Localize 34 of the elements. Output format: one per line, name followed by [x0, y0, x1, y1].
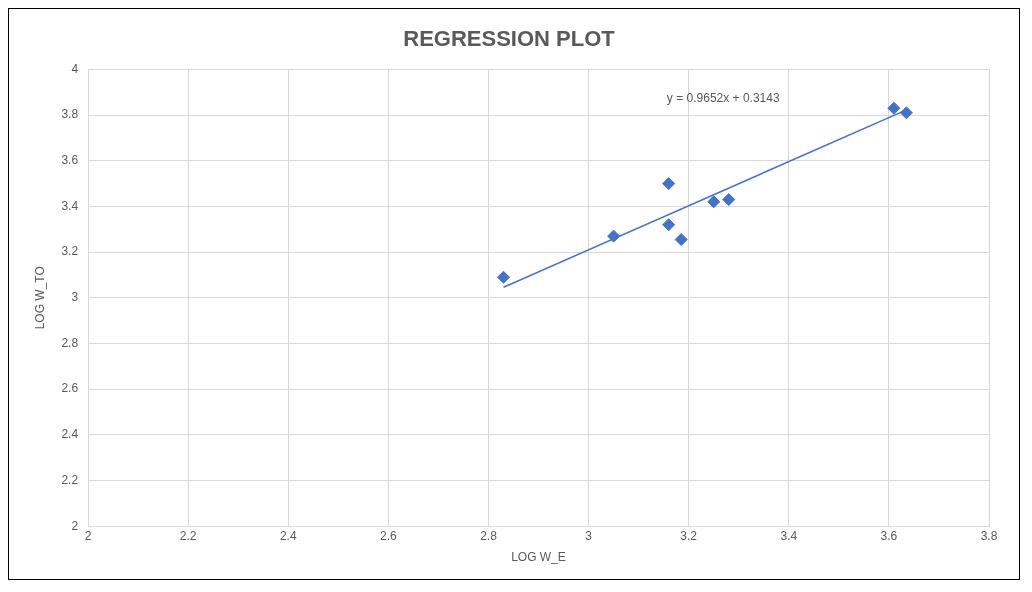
point [887, 101, 901, 115]
y-tick-label: 4 [71, 61, 79, 76]
x-tick-label: 2 [84, 528, 92, 543]
x-tick-label: 2.6 [380, 528, 398, 543]
x-tick-label: 2.8 [480, 528, 498, 543]
y-tick-label: 2.8 [61, 335, 79, 350]
x-tick-label: 2.4 [279, 528, 297, 543]
point [722, 193, 736, 207]
y-tick-label: 3.8 [61, 107, 79, 122]
x-axis-title: LOG W_E [511, 550, 566, 565]
annotation: y = 0.9652x + 0.3143 [666, 90, 780, 105]
x-tick-label: 3.8 [980, 528, 998, 543]
y-tick-label: 2.4 [61, 427, 79, 442]
point [497, 270, 511, 284]
y-tick-label: 2.6 [61, 381, 79, 396]
x-tick-label: 2.2 [179, 528, 197, 543]
point [899, 106, 913, 120]
point [662, 177, 676, 191]
y-tick-label: 3.6 [61, 153, 79, 168]
x-tick-label: 3.6 [880, 528, 898, 543]
point [607, 229, 621, 243]
y-tick-label: 2.2 [61, 472, 79, 487]
y-axis-title: LOG W_TO [32, 266, 47, 330]
y-tick-label: 3 [71, 290, 79, 305]
y-tick-label: 2 [71, 518, 79, 533]
y-tick-label: 3.4 [61, 198, 79, 213]
x-tick-label: 3.2 [680, 528, 698, 543]
point [674, 233, 688, 247]
point [662, 218, 676, 232]
x-tick-label: 3.4 [780, 528, 798, 543]
y-tick-label: 3.2 [61, 244, 79, 259]
chart-title: REGRESSION PLOT [403, 26, 616, 52]
point [707, 195, 721, 209]
x-tick-label: 3 [585, 528, 593, 543]
